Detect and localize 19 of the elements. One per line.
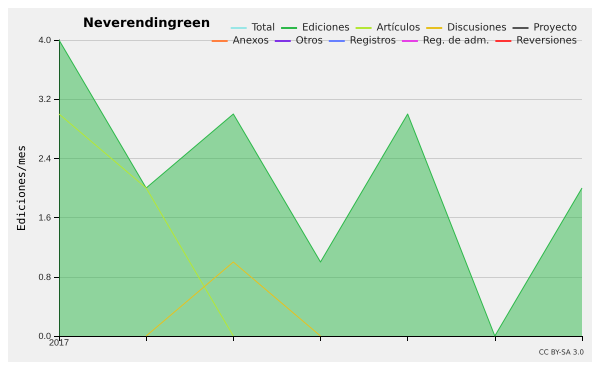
legend-label: Anexos: [232, 36, 269, 46]
legend-label: Discusiones: [447, 22, 507, 34]
legend-label: Total: [250, 22, 276, 34]
legend-label: Registros: [350, 36, 396, 46]
y-tick-label: 0.0: [38, 331, 51, 341]
legend-label: Artículos: [376, 22, 420, 34]
y-axis-title: Ediciones/mes: [15, 144, 28, 232]
legend-label: Otros: [296, 36, 323, 46]
legend-label: Ediciones: [302, 22, 350, 34]
y-tick-label: 1.6: [38, 212, 51, 223]
x-tick-label: 2017: [48, 338, 70, 348]
legend-label: Reversiones: [516, 36, 577, 46]
y-tick-label: 0.8: [38, 272, 51, 282]
y-tick-label: 4.0: [38, 35, 51, 45]
chart-title: Neverendingreen: [83, 16, 210, 31]
legend-label: Proyecto: [534, 22, 578, 34]
y-tick-label: 2.4: [38, 153, 51, 164]
legend-label: Reg. de adm.: [422, 36, 490, 46]
y-tick-label: 3.2: [38, 94, 51, 104]
